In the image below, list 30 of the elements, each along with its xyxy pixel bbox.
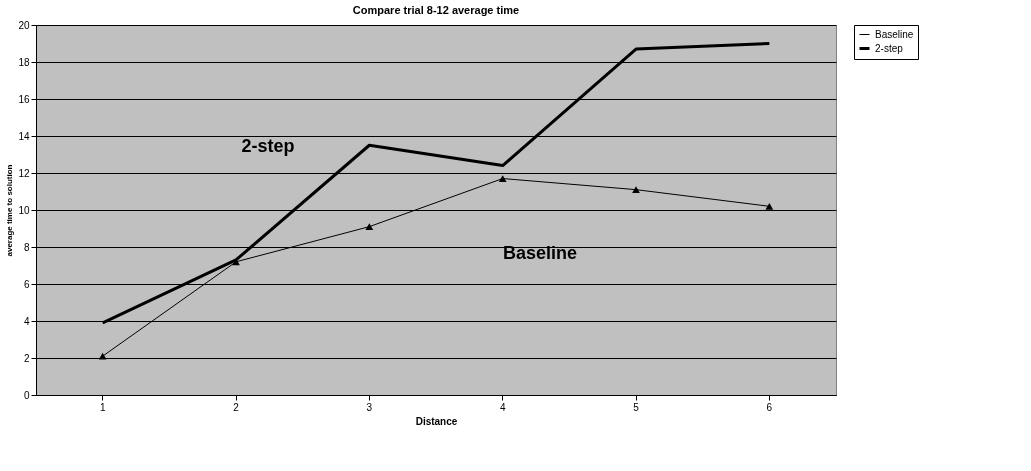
x-tick-label: 1	[99, 401, 106, 413]
annotation: 2-step	[241, 136, 295, 157]
point	[232, 258, 240, 266]
y-tick-label: 0	[23, 389, 30, 401]
x-axis-title: Distance	[415, 415, 458, 427]
x-tick-label: 5	[633, 401, 640, 413]
x-tick-label: 3	[366, 401, 373, 413]
point	[498, 175, 507, 182]
y-tick-label: 18	[18, 56, 30, 68]
y-tick-label: 8	[23, 241, 30, 253]
point	[632, 186, 640, 193]
chart-title: Compare trial 8-12 average time	[352, 4, 520, 16]
y-tick-label: 10	[18, 204, 30, 216]
y-tick-label: 6	[23, 278, 30, 290]
x-tick-label: 2	[233, 401, 240, 413]
annotation: Baseline	[502, 243, 578, 264]
y-tick-label: 16	[18, 93, 30, 105]
point	[98, 352, 107, 360]
y-tick-label: 20	[18, 19, 30, 31]
x-tick-label: 4	[499, 401, 506, 413]
point	[365, 223, 374, 230]
legend-label: 2-step	[875, 42, 904, 54]
point	[765, 202, 774, 210]
y-tick-label: 12	[18, 167, 30, 179]
y-tick-label: 4	[23, 315, 30, 327]
legend-label: Baseline	[875, 28, 914, 40]
y-tick-label: 14	[18, 130, 30, 142]
x-tick-label: 6	[766, 401, 773, 413]
y-axis-title: average time to solution	[5, 164, 15, 257]
y-tick-label: 2	[23, 352, 30, 364]
